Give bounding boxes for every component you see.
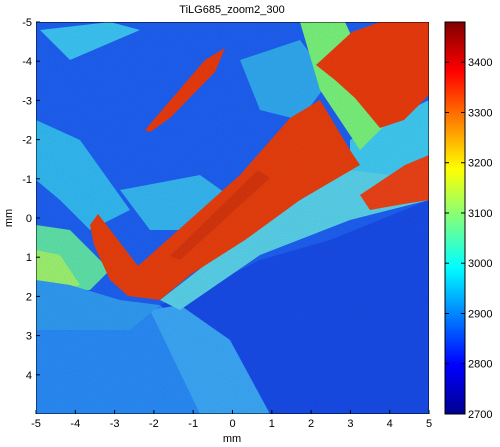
y-axis: -5 -4 -3 -2 -1 0 1 2 3 4 — [22, 17, 40, 382]
colorbar-gradient — [444, 21, 466, 415]
x-tick-label: -5 — [31, 418, 41, 430]
x-tick-label: 2 — [308, 418, 314, 430]
x-tick-label: 3 — [347, 418, 353, 430]
y-tick-label: 3 — [26, 331, 32, 343]
colorbar-tick-label: 2800 — [468, 359, 492, 371]
x-tick-label: -3 — [110, 418, 120, 430]
y-tick-label: 2 — [26, 291, 32, 303]
colorbar: 3400 3300 3200 3100 3000 2900 2800 2700 — [444, 21, 492, 421]
x-tick-label: 5 — [426, 418, 432, 430]
x-tick-label: -1 — [188, 418, 198, 430]
y-tick-label: -5 — [22, 17, 32, 29]
colorbar-tick-label: 3000 — [468, 258, 492, 270]
chart-title: TiLG685_zoom2_300 — [179, 4, 284, 16]
x-axis-label: mm — [223, 433, 241, 445]
x-tick-label: 1 — [269, 418, 275, 430]
y-tick-label: -1 — [22, 174, 32, 186]
colorbar-tick-label: 2900 — [468, 308, 492, 320]
y-tick-label: 4 — [26, 370, 32, 382]
y-tick-label: -4 — [22, 56, 32, 68]
y-axis-label: mm — [3, 209, 15, 227]
x-tick-label: -2 — [149, 418, 159, 430]
x-axis: -5 -4 -3 -2 -1 0 1 2 3 4 5 — [31, 410, 432, 430]
y-tick-label: -2 — [22, 135, 32, 147]
y-tick-label: 1 — [26, 252, 32, 264]
colorbar-ticks: 3400 3300 3200 3100 3000 2900 2800 2700 — [445, 57, 492, 421]
colorbar-tick-label: 2700 — [468, 409, 492, 421]
y-tick-label: -3 — [22, 95, 32, 107]
colorbar-tick-label: 3200 — [468, 158, 492, 170]
y-tick-label: 0 — [26, 213, 32, 225]
x-tick-label: 0 — [229, 418, 235, 430]
colorbar-tick-label: 3400 — [468, 57, 492, 69]
colorbar-tick-label: 3100 — [468, 208, 492, 220]
x-tick-label: -4 — [70, 418, 80, 430]
heatmap-plot-area — [36, 22, 429, 414]
colorbar-tick-label: 3300 — [468, 107, 492, 119]
x-tick-label: 4 — [387, 418, 393, 430]
